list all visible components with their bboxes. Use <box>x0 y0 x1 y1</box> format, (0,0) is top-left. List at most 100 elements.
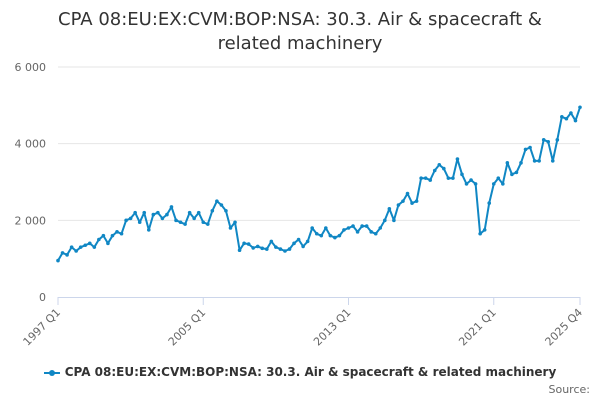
data-point[interactable] <box>196 210 201 215</box>
data-point[interactable] <box>487 201 492 205</box>
data-point[interactable] <box>555 138 560 142</box>
data-point[interactable] <box>419 176 423 180</box>
data-point[interactable] <box>269 239 274 244</box>
data-point[interactable] <box>219 203 224 207</box>
data-point[interactable] <box>482 228 487 232</box>
data-point[interactable] <box>92 245 97 249</box>
data-point[interactable] <box>564 116 569 121</box>
data-point[interactable] <box>446 176 451 180</box>
data-point[interactable] <box>69 245 74 249</box>
data-point[interactable] <box>519 161 523 165</box>
data-point[interactable] <box>578 105 582 110</box>
data-point[interactable] <box>573 118 578 123</box>
data-point[interactable] <box>523 147 528 152</box>
data-point[interactable] <box>360 224 364 228</box>
data-point[interactable] <box>569 111 573 115</box>
data-point[interactable] <box>532 159 537 163</box>
data-point[interactable] <box>137 220 142 225</box>
data-point[interactable] <box>65 253 69 257</box>
data-point[interactable] <box>351 224 355 228</box>
data-point[interactable] <box>246 242 251 246</box>
data-point[interactable] <box>496 176 501 180</box>
data-point[interactable] <box>396 203 401 207</box>
data-point[interactable] <box>215 199 219 203</box>
data-point[interactable] <box>146 228 151 232</box>
data-point[interactable] <box>514 170 519 175</box>
data-point[interactable] <box>119 231 124 236</box>
data-point[interactable] <box>432 168 437 173</box>
data-point[interactable] <box>455 157 460 161</box>
data-point[interactable] <box>233 220 237 225</box>
data-point[interactable] <box>192 216 196 221</box>
data-point[interactable] <box>133 210 137 215</box>
data-point[interactable] <box>115 230 119 234</box>
data-point[interactable] <box>550 159 555 163</box>
data-point[interactable] <box>546 139 551 144</box>
data-point[interactable] <box>278 247 283 251</box>
data-point[interactable] <box>305 239 310 244</box>
data-point[interactable] <box>324 226 328 230</box>
data-point[interactable] <box>541 138 546 142</box>
data-point[interactable] <box>401 199 405 203</box>
data-point[interactable] <box>437 162 442 167</box>
data-point[interactable] <box>60 251 65 255</box>
data-point[interactable] <box>205 222 210 226</box>
data-point[interactable] <box>124 218 128 223</box>
data-point[interactable] <box>528 145 532 150</box>
data-point[interactable] <box>442 166 446 171</box>
data-point[interactable] <box>178 220 183 225</box>
data-point[interactable] <box>78 245 83 249</box>
data-point[interactable] <box>56 258 60 263</box>
data-point[interactable] <box>346 226 351 230</box>
data-point[interactable] <box>491 182 496 186</box>
data-point[interactable] <box>387 207 392 211</box>
data-point[interactable] <box>333 235 337 240</box>
data-point[interactable] <box>74 249 78 253</box>
data-point[interactable] <box>301 244 305 249</box>
data-point[interactable] <box>423 176 428 180</box>
data-point[interactable] <box>473 182 478 186</box>
data-point[interactable] <box>151 212 156 217</box>
data-point[interactable] <box>510 172 514 177</box>
data-point[interactable] <box>464 182 469 186</box>
data-point[interactable] <box>183 222 187 226</box>
data-point[interactable] <box>165 212 169 217</box>
data-point[interactable] <box>383 218 387 223</box>
data-point[interactable] <box>83 243 88 248</box>
data-point[interactable] <box>251 246 255 250</box>
data-point[interactable] <box>355 230 360 234</box>
data-point[interactable] <box>210 208 215 213</box>
data-point[interactable] <box>414 199 419 203</box>
data-point[interactable] <box>314 231 319 236</box>
data-point[interactable] <box>378 226 383 230</box>
data-point[interactable] <box>337 233 342 238</box>
data-point[interactable] <box>87 241 92 246</box>
data-point[interactable] <box>405 191 410 196</box>
data-point[interactable] <box>265 247 269 251</box>
data-point[interactable] <box>274 245 278 249</box>
data-point[interactable] <box>428 178 433 182</box>
data-point[interactable] <box>342 228 346 232</box>
data-point[interactable] <box>128 216 133 221</box>
data-point[interactable] <box>505 161 510 165</box>
data-point[interactable] <box>373 231 378 236</box>
data-point[interactable] <box>110 233 115 238</box>
data-point[interactable] <box>101 233 106 238</box>
data-point[interactable] <box>537 159 541 163</box>
data-point[interactable] <box>392 218 396 223</box>
data-point[interactable] <box>242 241 246 246</box>
data-point[interactable] <box>451 176 455 180</box>
data-point[interactable] <box>106 241 110 246</box>
data-point[interactable] <box>255 244 260 249</box>
data-point[interactable] <box>160 216 165 221</box>
data-point[interactable] <box>410 201 414 205</box>
data-point[interactable] <box>169 205 174 209</box>
data-point[interactable] <box>142 210 147 215</box>
data-point[interactable] <box>228 226 233 230</box>
data-point[interactable] <box>292 241 296 246</box>
data-point[interactable] <box>296 237 301 242</box>
data-point[interactable] <box>283 249 287 253</box>
legend[interactable]: CPA 08:EU:EX:CVM:BOP:NSA: 30.3. Air & sp… <box>40 365 560 379</box>
data-point[interactable] <box>560 115 564 119</box>
data-point[interactable] <box>156 210 160 215</box>
